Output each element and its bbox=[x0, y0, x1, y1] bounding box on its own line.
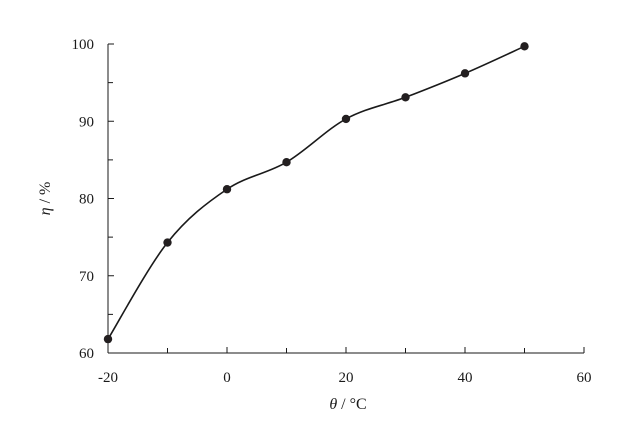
y-tick-label: 60 bbox=[79, 346, 94, 362]
data-point bbox=[460, 69, 470, 78]
x-tick-label: 20 bbox=[339, 370, 354, 386]
data-point bbox=[401, 93, 410, 102]
x-tick-label: -20 bbox=[98, 370, 118, 386]
y-axis-label: η / % bbox=[37, 182, 54, 216]
data-points bbox=[103, 42, 529, 344]
x-tick-label: 60 bbox=[577, 370, 592, 386]
y-tick-label: 100 bbox=[72, 37, 95, 53]
x-axis-label: θ / °C bbox=[329, 396, 366, 413]
series-line bbox=[107, 45, 525, 340]
y-axis-unit: / % bbox=[37, 182, 54, 208]
y-axis-symbol: η bbox=[37, 207, 54, 215]
x-tick-label: 0 bbox=[223, 370, 231, 386]
x-axis-symbol: θ bbox=[329, 396, 337, 413]
data-point bbox=[103, 334, 113, 344]
data-point bbox=[520, 42, 529, 51]
y-tick-label: 90 bbox=[79, 114, 94, 130]
data-point bbox=[222, 185, 232, 194]
x-tick-label: 40 bbox=[458, 370, 473, 386]
x-axis-unit: / °C bbox=[337, 396, 367, 413]
data-point bbox=[341, 114, 351, 124]
ticks: -20 0 20 40 60 60 70 80 90 100 bbox=[72, 37, 592, 386]
y-tick-label: 80 bbox=[79, 192, 94, 208]
data-point bbox=[163, 238, 172, 247]
y-tick-label: 70 bbox=[79, 269, 94, 285]
axes bbox=[107, 44, 584, 354]
data-point bbox=[282, 157, 291, 167]
